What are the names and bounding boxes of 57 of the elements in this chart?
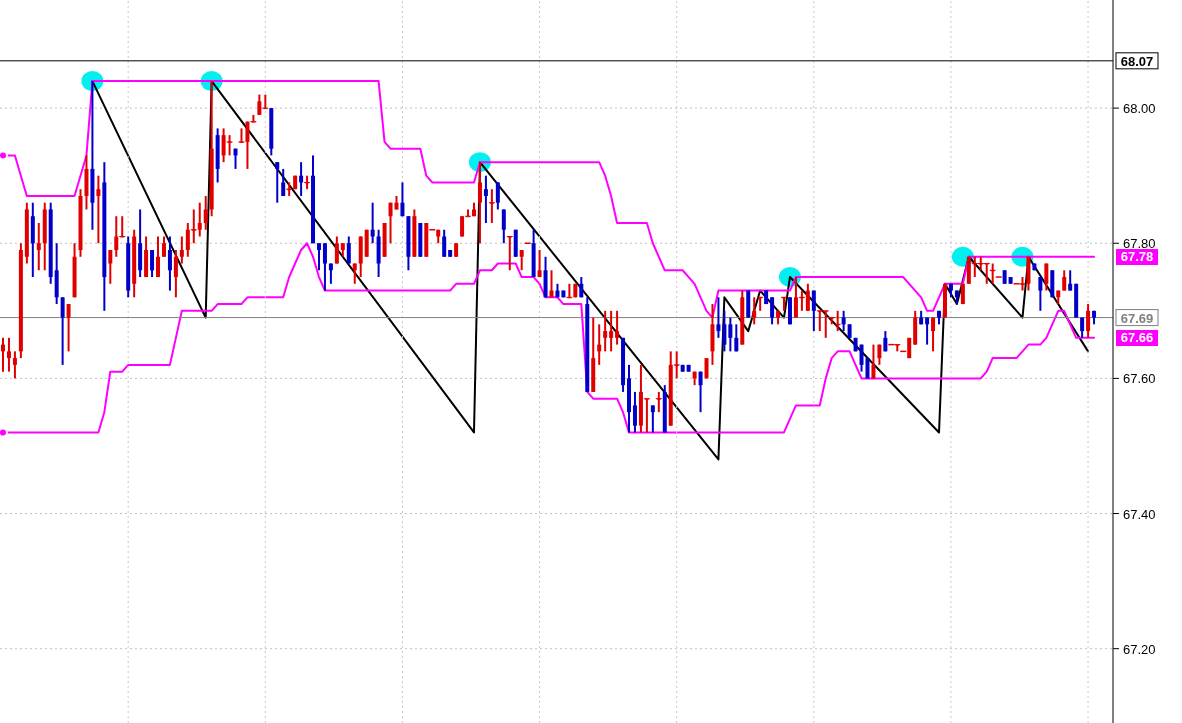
candlestick bbox=[477, 161, 482, 245]
candlestick bbox=[483, 174, 488, 224]
candlestick bbox=[275, 161, 280, 204]
candlestick bbox=[615, 309, 620, 346]
ref-line-label: 67.69 bbox=[1120, 310, 1154, 326]
candlestick bbox=[167, 235, 172, 292]
candlestick bbox=[537, 249, 542, 279]
candlestick bbox=[716, 296, 721, 339]
text: 67.66 bbox=[1116, 329, 1158, 346]
candlestick bbox=[156, 235, 161, 279]
candlestick bbox=[871, 343, 876, 380]
candlestick bbox=[931, 316, 936, 353]
candlestick bbox=[752, 296, 757, 326]
candlestick bbox=[185, 221, 190, 258]
candlestick bbox=[495, 181, 500, 211]
candlestick bbox=[698, 370, 703, 414]
candlestick bbox=[770, 296, 775, 326]
candlestick bbox=[603, 309, 608, 353]
y-tick-label: 68.00 bbox=[1123, 101, 1156, 117]
candlestick bbox=[1062, 269, 1067, 292]
candlestick bbox=[1086, 303, 1091, 339]
candlestick bbox=[728, 316, 733, 353]
candlestick bbox=[150, 249, 155, 279]
candlestick bbox=[400, 181, 405, 218]
candlestick bbox=[650, 404, 655, 434]
text: 67.78 bbox=[1116, 248, 1158, 265]
candlestick bbox=[501, 208, 506, 245]
candlestick bbox=[281, 167, 286, 197]
candlestick bbox=[60, 296, 65, 366]
ref-line-label: 68.07 bbox=[1120, 53, 1154, 69]
candlestick bbox=[519, 249, 524, 272]
candlestick bbox=[1044, 262, 1049, 292]
candlestick bbox=[96, 174, 101, 245]
candlestick bbox=[179, 235, 184, 265]
y-tick-label: 67.20 bbox=[1123, 641, 1156, 657]
candlestick bbox=[173, 249, 178, 299]
candlestick bbox=[811, 289, 816, 333]
candlestick bbox=[346, 235, 351, 265]
candlestick bbox=[322, 242, 327, 292]
candlestick bbox=[609, 309, 614, 353]
candlestick bbox=[722, 309, 727, 353]
candlestick bbox=[66, 303, 71, 353]
candlestick bbox=[1038, 276, 1043, 312]
candlestick bbox=[734, 323, 739, 353]
candlestick bbox=[6, 336, 11, 373]
candlestick bbox=[203, 194, 208, 231]
candlestick bbox=[36, 221, 41, 272]
candlestick bbox=[632, 390, 637, 434]
candlestick bbox=[334, 235, 339, 265]
candlestick bbox=[12, 350, 17, 380]
candlestick bbox=[442, 228, 447, 258]
candlestick bbox=[108, 249, 113, 285]
y-tick-label: 67.40 bbox=[1123, 506, 1156, 522]
candlestick bbox=[316, 242, 321, 272]
candlestick bbox=[1068, 269, 1073, 292]
candlestick bbox=[161, 235, 166, 258]
y-tick-label: 67.60 bbox=[1123, 371, 1156, 387]
